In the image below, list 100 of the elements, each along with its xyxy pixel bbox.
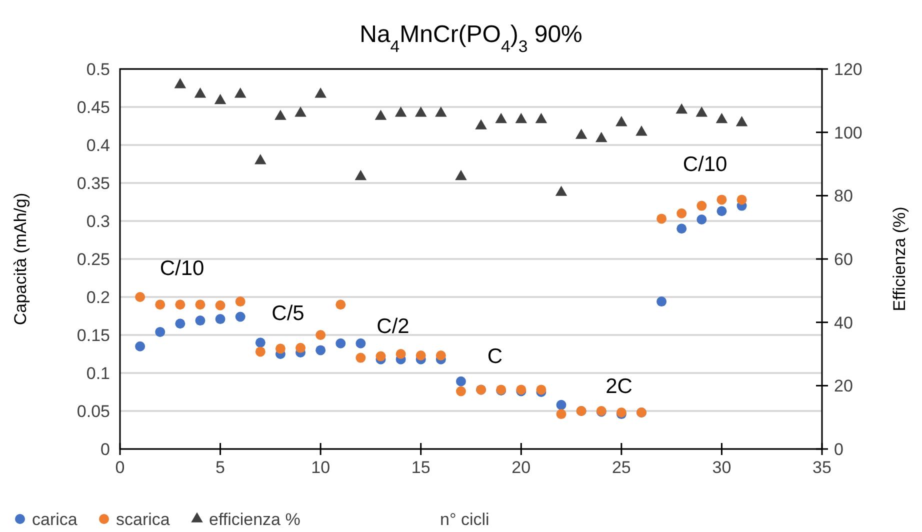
point [314,88,326,98]
point [436,350,446,361]
point [194,88,206,98]
point [175,300,186,310]
y-tick-label: 0.05 [76,402,110,421]
annotation: C/5 [272,302,304,325]
point [535,112,548,124]
point [155,300,166,310]
point [676,224,687,234]
y-tick-label: 0.3 [86,212,110,231]
point [736,194,747,205]
y2-tick-label: 20 [834,376,853,396]
point [456,376,466,386]
x-tick-label: 15 [411,458,430,477]
y-axis-title: Capacità (mAh/g) [11,192,30,326]
point [475,119,487,130]
x-tick-label: 20 [512,458,531,477]
y-tick-label: 0.15 [76,326,110,345]
x-tick-label: 5 [216,458,226,477]
point [716,112,728,124]
point [316,345,326,356]
point [316,330,326,340]
annotation: C/10 [160,257,204,280]
legend-label: carica [32,510,78,529]
point [636,126,648,136]
y2-tick-label: 120 [834,60,862,79]
point [155,326,166,337]
point [175,318,186,329]
annotation: C/2 [376,315,410,338]
x-tick-label: 30 [712,458,732,477]
point [396,349,406,359]
point [595,132,608,142]
point [135,341,146,352]
x-axis-title: n° cicli [440,510,490,529]
point [435,106,447,117]
legend-label: efficienza % [209,510,300,529]
y-tick-label: 0.35 [76,174,110,193]
point [536,384,546,395]
y-tick-label: 0.45 [76,98,110,117]
y2-tick-label: 100 [834,123,862,142]
point [414,106,427,117]
annotation: 2C [606,375,632,398]
point [676,208,687,218]
point [575,128,588,139]
point [255,338,266,348]
point [135,292,146,302]
point [296,342,306,353]
y-tick-label: 0.25 [76,250,110,269]
point [455,170,467,180]
legend-label: scarica [116,510,170,529]
point [696,200,707,211]
y-tick-label: 0.4 [86,136,110,155]
point [416,350,426,361]
point [696,214,707,224]
point [394,106,407,117]
point [555,186,568,196]
point [235,296,246,307]
point [215,314,226,324]
point [195,316,206,326]
point [255,346,266,357]
point [254,154,266,164]
point [676,103,688,114]
point [456,386,466,396]
point [716,206,727,216]
point [376,351,386,362]
x-tick-label: 35 [812,458,832,477]
point [556,400,566,410]
point [356,338,366,348]
x-tick-label: 25 [612,458,631,477]
point [696,106,708,117]
point [174,78,186,88]
point [275,344,286,354]
point [736,116,748,126]
point [716,194,727,205]
y-tick-label: 0 [100,440,110,459]
point [215,300,226,310]
point [515,112,528,124]
point [616,116,628,126]
point [336,300,346,310]
point [495,112,507,124]
point [656,214,667,224]
annotation: C [487,345,503,368]
point [214,94,226,104]
point [294,106,306,117]
point [234,88,246,98]
point [336,338,346,348]
y2-tick-label: 0 [834,440,844,459]
point [356,352,366,363]
y2-tick-label: 60 [834,250,853,269]
x-tick-label: 10 [311,458,330,477]
y2-tick-label: 80 [834,186,853,206]
point [374,110,387,120]
chart-title: Na$_{4}$MnCr(PO$_{4}$)$_{3}$ 90% [360,21,582,56]
point [195,300,206,310]
y-tick-label: 0.1 [86,364,110,383]
point [274,110,286,120]
point [235,312,246,322]
y-tick-label: 0.5 [86,60,110,79]
y2-axis-title: Efficienza (%) [890,206,909,312]
point [656,296,667,307]
